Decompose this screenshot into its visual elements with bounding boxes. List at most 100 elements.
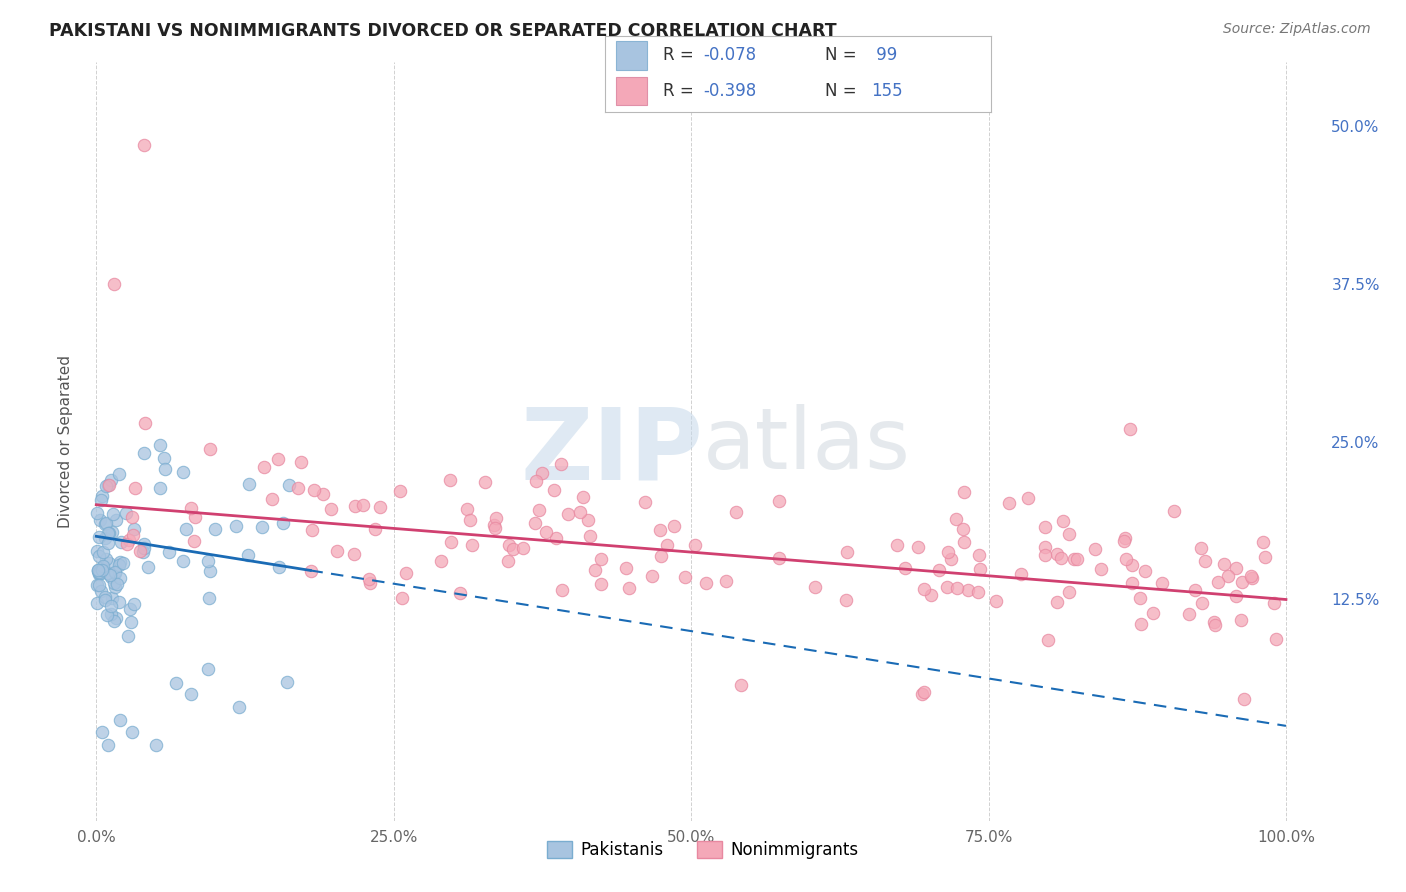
Point	[132, 137, 155, 152]
Point	[1063, 552, 1085, 566]
Point	[87, 549, 110, 563]
Point	[132, 446, 155, 460]
Point	[253, 459, 276, 474]
Point	[122, 522, 145, 536]
Point	[1057, 584, 1080, 599]
Point	[730, 678, 752, 692]
Point	[1050, 550, 1073, 565]
Y-axis label: Divorced or Separated: Divorced or Separated	[58, 355, 73, 528]
Point	[87, 564, 110, 578]
Point	[498, 553, 520, 567]
Point	[695, 575, 717, 590]
Point	[100, 570, 122, 584]
Point	[1204, 617, 1226, 632]
Point	[928, 563, 950, 577]
Point	[1133, 564, 1156, 578]
Point	[952, 522, 974, 536]
Point	[655, 538, 678, 552]
Point	[136, 560, 159, 574]
Point	[97, 738, 120, 752]
Point	[907, 540, 929, 554]
Point	[200, 442, 222, 457]
Point	[267, 452, 290, 467]
Text: -0.078: -0.078	[703, 46, 756, 64]
Point	[1033, 520, 1056, 534]
Point	[984, 593, 1007, 607]
Text: N =: N =	[825, 82, 862, 100]
Point	[967, 585, 990, 599]
Point	[277, 478, 299, 492]
Point	[198, 591, 221, 605]
Point	[953, 534, 976, 549]
Point	[90, 563, 112, 577]
Point	[910, 687, 932, 701]
Point	[180, 501, 202, 516]
Point	[650, 549, 672, 563]
Point	[1230, 613, 1253, 627]
Legend: Pakistanis, Nonimmigrants: Pakistanis, Nonimmigrants	[541, 834, 865, 865]
Point	[440, 535, 463, 549]
Point	[100, 591, 122, 605]
Text: 155: 155	[872, 82, 903, 100]
Point	[134, 417, 156, 431]
Bar	[616, 41, 647, 70]
Point	[527, 503, 550, 517]
Point	[1253, 535, 1275, 549]
Point	[290, 454, 312, 468]
Point	[449, 586, 471, 600]
Point	[86, 563, 108, 577]
Point	[1150, 576, 1173, 591]
Point	[115, 537, 138, 551]
Point	[952, 485, 974, 500]
Point	[108, 595, 131, 609]
Point	[673, 570, 696, 584]
Point	[456, 502, 478, 516]
Point	[180, 687, 202, 701]
Point	[89, 530, 111, 544]
Text: Source: ZipAtlas.com: Source: ZipAtlas.com	[1223, 22, 1371, 37]
Point	[118, 533, 141, 547]
Point	[1121, 558, 1143, 572]
Point	[108, 571, 131, 585]
Point	[1142, 606, 1164, 620]
Point	[894, 561, 917, 575]
Point	[124, 481, 146, 495]
Point	[236, 549, 259, 563]
Point	[325, 544, 347, 558]
Point	[228, 699, 250, 714]
Point	[512, 541, 534, 555]
Point	[287, 481, 309, 495]
Point	[1216, 569, 1239, 583]
Point	[543, 483, 565, 498]
Text: PAKISTANI VS NONIMMIGRANTS DIVORCED OR SEPARATED CORRELATION CHART: PAKISTANI VS NONIMMIGRANTS DIVORCED OR S…	[49, 22, 837, 40]
Point	[312, 487, 335, 501]
Point	[204, 522, 226, 536]
Point	[534, 525, 557, 540]
Point	[103, 277, 125, 291]
Point	[589, 577, 612, 591]
Point	[523, 516, 546, 530]
Point	[172, 554, 194, 568]
Point	[1033, 541, 1056, 555]
Point	[886, 538, 908, 552]
Point	[1066, 551, 1088, 566]
Point	[583, 563, 606, 577]
Bar	[616, 77, 647, 105]
Point	[105, 577, 128, 591]
Point	[1163, 504, 1185, 518]
Point	[267, 560, 290, 574]
Point	[301, 523, 323, 537]
Point	[97, 477, 120, 491]
Point	[617, 582, 640, 596]
Point	[1233, 691, 1256, 706]
Point	[101, 507, 124, 521]
Point	[118, 601, 141, 615]
Point	[1206, 574, 1229, 589]
Point	[250, 519, 273, 533]
Point	[299, 564, 322, 578]
Point	[1090, 561, 1112, 575]
Point	[149, 438, 172, 452]
Point	[359, 572, 381, 586]
Point	[1046, 547, 1069, 561]
Point	[94, 517, 117, 532]
